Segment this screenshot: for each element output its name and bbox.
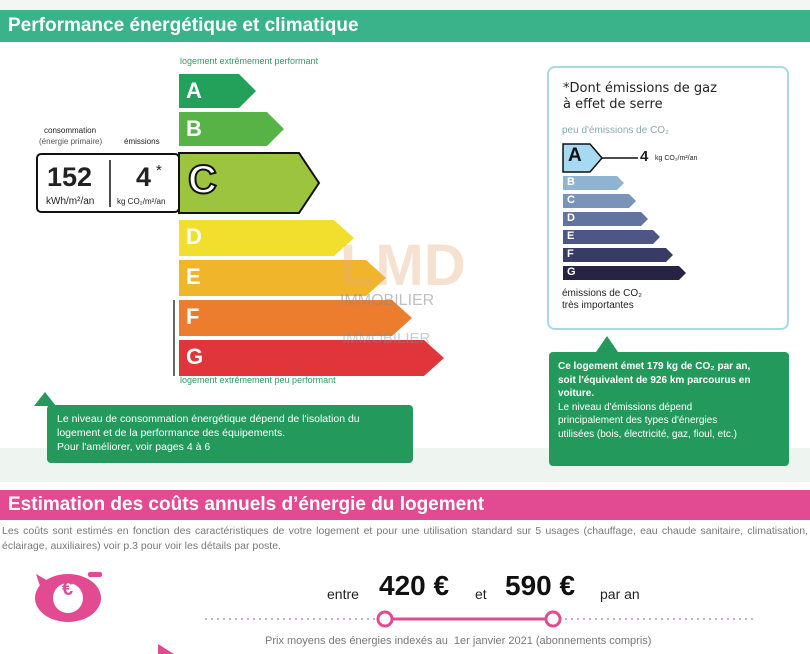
ghg-note-line1: *Dont émissions de gaz xyxy=(563,81,717,96)
emissions-star: * xyxy=(156,162,162,179)
energy-bar-a xyxy=(179,74,256,108)
energy-bar-e xyxy=(179,260,386,296)
energy-section-title: Performance énergétique et climatique xyxy=(0,10,810,42)
energy-scale xyxy=(36,74,444,376)
ghg-letter-b: B xyxy=(567,176,575,188)
energy-letter-d: D xyxy=(186,224,202,249)
consumption-sublabel: (énergie primaire) xyxy=(39,137,103,146)
ghg-bar-g xyxy=(563,266,686,280)
energy-tip: Le niveau de consommation énergétique dé… xyxy=(47,405,413,463)
ghg-top-label: peu d'émissions de CO₂ xyxy=(562,125,669,136)
ghg-scale xyxy=(562,143,686,280)
ghg-value: 4 xyxy=(640,148,649,165)
emissions-label: émissions xyxy=(124,137,160,146)
energy-top-label: logement extrêmement performant xyxy=(180,56,319,66)
cost-per-year: par an xyxy=(600,586,640,602)
cost-high-marker xyxy=(544,610,562,628)
cost-between-word: entre xyxy=(327,586,359,602)
ghg-letter-c: C xyxy=(567,194,575,206)
costs-section-title: Estimation des coûts annuels d’énergie d… xyxy=(0,490,810,520)
piggy-bank-icon xyxy=(35,572,102,622)
costs-description: Les coûts sont estimés en fonction des c… xyxy=(2,525,808,552)
energy-tip-line: logement et de la performance des équipe… xyxy=(57,427,286,439)
ghg-tip-line: Le niveau d'émissions dépend xyxy=(558,401,693,413)
energy-letter-e: E xyxy=(186,264,201,289)
top-band xyxy=(0,0,810,10)
ghg-tip-line: principalement des types d'énergies xyxy=(558,415,718,426)
ghg-tip-line: utilisées (bois, électricité, gaz, fioul… xyxy=(558,428,737,440)
ghg-letter-e: E xyxy=(567,230,575,242)
ghg-value-unit: kg CO₂/m²/an xyxy=(655,155,698,162)
consumption-value: 152 xyxy=(47,162,93,192)
energy-letter-c: C xyxy=(187,157,218,203)
energy-bar-d xyxy=(179,220,354,256)
value-box xyxy=(36,153,180,213)
consumption-unit: kWh/m²/an xyxy=(46,196,95,207)
ghg-bottom-label2: très importantes xyxy=(562,300,634,311)
energy-bar-b xyxy=(179,112,284,146)
cost-low-marker xyxy=(376,610,394,628)
ghg-bar-c xyxy=(563,194,636,208)
emissions-value: 4 xyxy=(136,162,152,192)
ghg-letter-f: F xyxy=(567,248,574,260)
energy-bottom-label: logement extrêmement peu performant xyxy=(180,375,336,385)
ghg-letter-g: G xyxy=(567,266,576,278)
watermark-logo: LMD xyxy=(340,233,466,298)
energy-bar-g xyxy=(179,340,444,376)
consumption-label: consommation xyxy=(44,126,97,135)
ghg-tip-arrow xyxy=(596,336,618,352)
ghg-bottom-label1: émissions de CO₂ xyxy=(562,288,643,299)
cost-and-word: et xyxy=(475,586,487,602)
ghg-tip-line: soit l'équivalent de 926 km parcourus en xyxy=(558,374,751,386)
ghg-letter-d: D xyxy=(567,212,575,224)
energy-tip-line: Le niveau de consommation énergétique dé… xyxy=(57,413,360,425)
ghg-tip: Ce logement émet 179 kg de CO₂ par an, s… xyxy=(549,352,789,466)
emissions-unit: kg CO₂/m²/an xyxy=(117,197,166,206)
energy-bar-f xyxy=(179,300,412,336)
watermark-line2: IMMOBILIER xyxy=(342,330,431,347)
ghg-bar-d xyxy=(563,212,648,226)
ghg-bar-f xyxy=(563,248,673,262)
ghg-bar-a xyxy=(562,143,603,173)
euro-symbol: € xyxy=(62,578,74,600)
ghg-note-line2: à effet de serre xyxy=(563,97,663,112)
ghg-tip-line: Ce logement émet 179 kg de CO₂ par an, xyxy=(558,361,751,372)
energy-tip-arrow xyxy=(34,392,56,406)
ghg-letter-a: A xyxy=(568,145,582,166)
ghg-bar-b xyxy=(563,176,624,190)
cost-low-value: 420 € xyxy=(379,570,450,601)
energy-letter-f: F xyxy=(186,304,200,329)
cost-range-line xyxy=(158,610,755,654)
energy-tip-line: Pour l'améliorer, voir pages 4 à 6 xyxy=(57,441,211,453)
energy-letter-a: A xyxy=(186,78,202,103)
cost-high-value: 590 € xyxy=(505,570,576,601)
ghg-tip-line: voiture. xyxy=(558,388,595,399)
energy-letter-b: B xyxy=(186,116,202,141)
watermark-line1: IMMOBILIER xyxy=(340,292,435,309)
cost-footnote: Prix moyens des énergies indexés au 1er … xyxy=(265,635,652,647)
energy-letter-g: G xyxy=(186,344,204,369)
ghg-bar-e xyxy=(563,230,660,244)
